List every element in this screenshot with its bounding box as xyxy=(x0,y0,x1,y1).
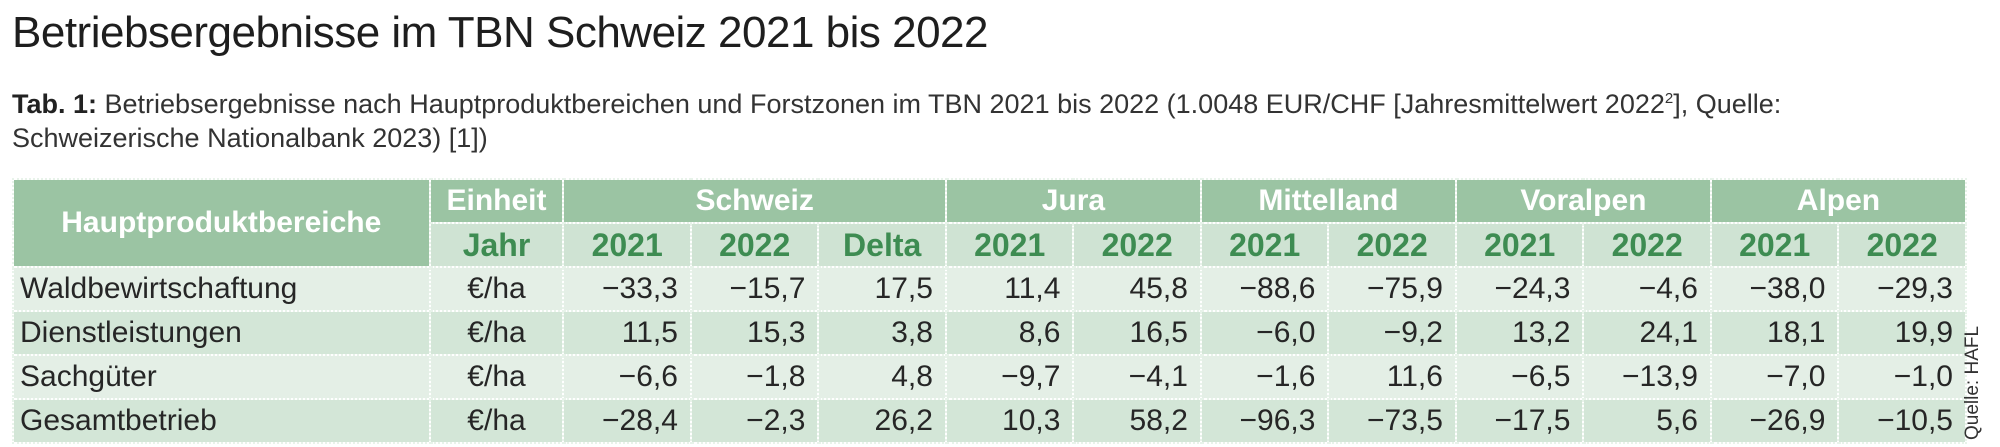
table-row: Waldbewirtschaftung €/ha −33,3 −15,7 17,… xyxy=(12,266,1967,312)
table-cell: −9,2 xyxy=(1327,310,1457,356)
caption-label: Tab. 1: xyxy=(12,89,98,119)
header-sub: 2022 xyxy=(1582,222,1712,268)
table-cell: 3,8 xyxy=(817,310,947,356)
table-cell: 58,2 xyxy=(1072,398,1202,444)
table-cell: 26,2 xyxy=(817,398,947,444)
table-cell: −1,8 xyxy=(689,354,820,400)
header-sub: 2021 xyxy=(1454,222,1585,268)
table-cell: 5,6 xyxy=(1582,398,1712,444)
header-sub: Delta xyxy=(817,222,947,268)
table-cell: −38,0 xyxy=(1709,266,1840,312)
table-cell: −9,7 xyxy=(944,354,1075,400)
header-sub: 2022 xyxy=(689,222,820,268)
table-cell: −6,6 xyxy=(562,354,692,400)
table-caption: Tab. 1: Betriebsergebnisse nach Hauptpro… xyxy=(12,82,1952,155)
table-cell: −15,7 xyxy=(689,266,820,312)
table-cell: −7,0 xyxy=(1709,354,1840,400)
caption-text-1: Betriebsergebnisse nach Hauptproduktbere… xyxy=(97,89,1665,119)
header-jahr: Jahr xyxy=(428,222,565,268)
table-cell: −96,3 xyxy=(1199,398,1330,444)
row-label: Gesamtbetrieb xyxy=(12,398,431,444)
table-cell: −29,3 xyxy=(1837,266,1967,312)
row-unit: €/ha xyxy=(428,354,565,400)
table-cell: −4,1 xyxy=(1072,354,1202,400)
table-cell: 8,6 xyxy=(944,310,1075,356)
table-cell: −10,5 xyxy=(1837,398,1967,444)
header-group-mittelland: Mittelland xyxy=(1199,178,1457,224)
table-cell: 13,2 xyxy=(1454,310,1585,356)
table-cell: −1,0 xyxy=(1837,354,1967,400)
table-row: Dienstleistungen €/ha 11,5 15,3 3,8 8,6 … xyxy=(12,310,1967,356)
table-cell: −24,3 xyxy=(1454,266,1585,312)
table-cell: 19,9 xyxy=(1837,310,1967,356)
table-cell: 24,1 xyxy=(1582,310,1712,356)
table-cell: 15,3 xyxy=(689,310,820,356)
header-group-voralpen: Voralpen xyxy=(1454,178,1712,224)
header-sub: 2022 xyxy=(1072,222,1202,268)
caption-superscript: 2 xyxy=(1664,90,1674,107)
header-sub: 2021 xyxy=(944,222,1075,268)
header-sub: 2021 xyxy=(562,222,692,268)
header-hauptproduktbereiche: Hauptproduktbereiche xyxy=(12,178,431,268)
row-label: Sachgüter xyxy=(12,354,431,400)
table-cell: −33,3 xyxy=(562,266,692,312)
table-cell: 45,8 xyxy=(1072,266,1202,312)
table-cell: −6,0 xyxy=(1199,310,1330,356)
table-cell: 16,5 xyxy=(1072,310,1202,356)
table-cell: 10,3 xyxy=(944,398,1075,444)
table-cell: −17,5 xyxy=(1454,398,1585,444)
header-group-alpen: Alpen xyxy=(1709,178,1968,224)
table-cell: 11,4 xyxy=(944,266,1075,312)
table-cell: −75,9 xyxy=(1327,266,1457,312)
row-label: Dienstleistungen xyxy=(12,310,431,356)
table-cell: −4,6 xyxy=(1582,266,1712,312)
header-sub: 2022 xyxy=(1837,222,1967,268)
source-note: Quelle: HAFL xyxy=(1962,325,1983,440)
table-cell: −26,9 xyxy=(1709,398,1840,444)
header-group-jura: Jura xyxy=(944,178,1202,224)
row-unit: €/ha xyxy=(428,310,565,356)
header-group-schweiz: Schweiz xyxy=(562,178,947,224)
table-cell: 11,5 xyxy=(562,310,692,356)
header-sub: 2022 xyxy=(1327,222,1457,268)
row-unit: €/ha xyxy=(428,398,565,444)
table-cell: 17,5 xyxy=(817,266,947,312)
header-sub: 2021 xyxy=(1199,222,1330,268)
table-cell: −88,6 xyxy=(1199,266,1330,312)
results-table: Hauptproduktbereiche Einheit Schweiz Jur… xyxy=(12,178,1968,444)
header-einheit: Einheit xyxy=(428,178,565,224)
table-row: Sachgüter €/ha −6,6 −1,8 4,8 −9,7 −4,1 −… xyxy=(12,354,1967,400)
row-unit: €/ha xyxy=(428,266,565,312)
table-cell: 11,6 xyxy=(1327,354,1457,400)
table-cell: −6,5 xyxy=(1454,354,1585,400)
page-title: Betriebsergebnisse im TBN Schweiz 2021 b… xyxy=(12,8,989,57)
row-label: Waldbewirtschaftung xyxy=(12,266,431,312)
caption-text-2: ], Quelle: Schweizerische Nationalbank 2… xyxy=(12,89,1782,153)
table-cell: −28,4 xyxy=(562,398,692,444)
table-cell: −73,5 xyxy=(1327,398,1457,444)
table-cell: −2,3 xyxy=(689,398,820,444)
table-cell: 18,1 xyxy=(1709,310,1840,356)
header-sub: 2021 xyxy=(1709,222,1840,268)
table-cell: −1,6 xyxy=(1199,354,1330,400)
table-cell: −13,9 xyxy=(1582,354,1712,400)
table-cell: 4,8 xyxy=(817,354,947,400)
table-row: Gesamtbetrieb €/ha −28,4 −2,3 26,2 10,3 … xyxy=(12,398,1967,444)
